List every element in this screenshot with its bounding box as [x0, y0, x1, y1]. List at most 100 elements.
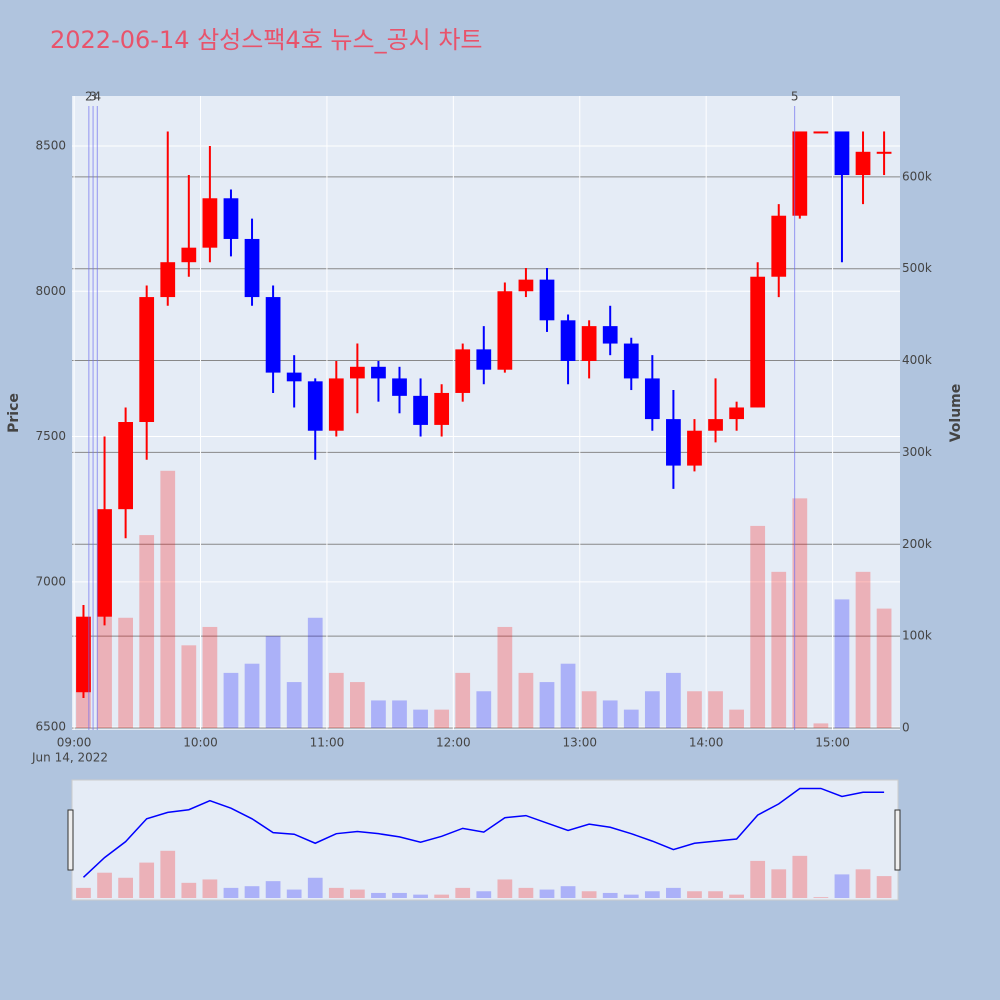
- mini-volume-bar: [413, 894, 428, 898]
- volume-bar: [371, 700, 386, 728]
- volume-bar: [771, 571, 787, 728]
- candle-body: [160, 262, 176, 298]
- volume-bar: [286, 682, 302, 728]
- mini-volume-bar: [644, 891, 660, 898]
- candle-body: [750, 276, 766, 408]
- chart-title: 2022-06-14 삼성스팩4호 뉴스_공시 차트: [50, 26, 483, 54]
- candle-body: [623, 343, 639, 379]
- volume-bar: [181, 645, 197, 728]
- volume-bar: [392, 700, 407, 728]
- volume-bar: [539, 682, 555, 728]
- x-tick-label: 09:00: [57, 736, 92, 750]
- candle-body: [813, 131, 829, 134]
- volume-bar: [623, 709, 639, 728]
- y2-tick-label: 100k: [902, 629, 932, 643]
- slider-handle[interactable]: [894, 809, 901, 871]
- candle-body: [602, 326, 618, 344]
- y2-axis-title: Volume: [948, 384, 964, 443]
- candle-body: [202, 198, 218, 248]
- candle-body: [834, 131, 850, 176]
- volume-bar: [160, 470, 176, 728]
- x-tick-label: 11:00: [310, 736, 345, 750]
- mini-volume-bar: [539, 889, 555, 898]
- volume-bar: [350, 682, 365, 728]
- x-tick-label: 12:00: [436, 736, 471, 750]
- mini-volume-bar: [139, 862, 155, 898]
- candle-body: [560, 320, 576, 361]
- volume-bar: [708, 691, 723, 728]
- annotation-label: 2: [85, 90, 93, 104]
- mini-volume-bar: [392, 892, 407, 898]
- volume-bar: [602, 700, 618, 728]
- volume-bar: [455, 672, 471, 728]
- volume-bar: [307, 617, 323, 728]
- mini-volume-bar: [834, 874, 850, 898]
- volume-bar: [265, 636, 281, 728]
- candle-body: [876, 151, 892, 154]
- volume-bar: [687, 691, 702, 728]
- y-tick-label: 8500: [35, 138, 66, 152]
- mini-volume-bar: [434, 894, 450, 898]
- candle-body: [518, 279, 534, 292]
- candle-body: [350, 366, 365, 379]
- y2-tick-label: 500k: [902, 261, 932, 275]
- y2-tick-label: 600k: [902, 169, 932, 183]
- mini-volume-bar: [666, 887, 681, 898]
- x-tick-label: 14:00: [689, 736, 724, 750]
- volume-bar: [666, 672, 681, 728]
- y2-tick-label: 0: [902, 721, 910, 735]
- x-tick-label: 15:00: [815, 736, 850, 750]
- mini-volume-bar: [307, 877, 323, 898]
- volume-bar: [855, 571, 871, 728]
- volume-bar: [560, 663, 576, 728]
- volume-bar: [518, 672, 534, 728]
- candle-body: [413, 395, 428, 425]
- candle-body: [392, 378, 407, 396]
- candle-body: [97, 509, 112, 617]
- volume-bar: [834, 599, 850, 728]
- volume-bar: [244, 663, 260, 728]
- volume-bar: [434, 709, 450, 728]
- mini-volume-bar: [202, 879, 218, 898]
- candle-body: [539, 279, 555, 321]
- candle-body: [371, 366, 386, 379]
- mini-volume-bar: [602, 892, 618, 898]
- candle-body: [729, 407, 744, 420]
- mini-volume-bar: [623, 894, 639, 898]
- volume-bar: [223, 672, 239, 728]
- volume-bar: [813, 723, 829, 728]
- volume-bar: [581, 691, 597, 728]
- candle-body: [307, 381, 323, 431]
- mini-volume-bar: [223, 887, 239, 898]
- slider-handle[interactable]: [67, 809, 74, 871]
- y-axis-title: Price: [6, 393, 22, 433]
- volume-bar: [644, 691, 660, 728]
- mini-volume-bar: [76, 887, 91, 898]
- volume-bar: [497, 626, 513, 728]
- mini-volume-bar: [455, 887, 471, 898]
- mini-volume-bar: [581, 891, 597, 898]
- volume-bar: [750, 525, 766, 728]
- y-tick-label: 7000: [35, 574, 66, 588]
- volume-bar: [413, 709, 428, 728]
- candle-body: [455, 349, 471, 393]
- candle-body: [581, 326, 597, 361]
- y2-tick-label: 300k: [902, 445, 932, 459]
- mini-volume-bar: [560, 886, 576, 898]
- candle-body: [139, 297, 155, 423]
- y-tick-label: 7500: [35, 429, 66, 443]
- volume-bar: [476, 691, 492, 728]
- candle-body: [265, 297, 281, 373]
- candle-body: [181, 247, 197, 263]
- y2-tick-label: 200k: [902, 537, 932, 551]
- volume-bar: [202, 626, 218, 728]
- y2-tick-label: 400k: [902, 353, 932, 367]
- mini-volume-bar: [97, 872, 112, 898]
- mini-volume-bar: [350, 889, 365, 898]
- volume-bar: [792, 498, 808, 728]
- candle-body: [855, 151, 871, 176]
- candle-body: [476, 349, 492, 370]
- candle-body: [497, 291, 513, 370]
- candle-body: [286, 372, 302, 382]
- mini-volume-bar: [371, 892, 386, 898]
